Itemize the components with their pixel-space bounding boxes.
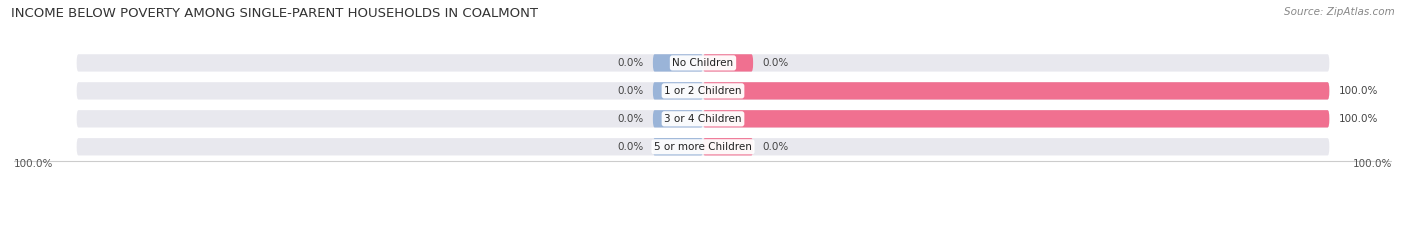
- Text: 0.0%: 0.0%: [617, 58, 644, 68]
- FancyBboxPatch shape: [652, 82, 703, 99]
- Text: 0.0%: 0.0%: [762, 58, 789, 68]
- Text: 3 or 4 Children: 3 or 4 Children: [664, 114, 742, 124]
- FancyBboxPatch shape: [77, 138, 1329, 155]
- Text: 100.0%: 100.0%: [1339, 86, 1378, 96]
- FancyBboxPatch shape: [77, 110, 1329, 127]
- Text: 0.0%: 0.0%: [762, 142, 789, 152]
- Text: 100.0%: 100.0%: [14, 159, 53, 169]
- Text: 0.0%: 0.0%: [617, 86, 644, 96]
- Text: No Children: No Children: [672, 58, 734, 68]
- FancyBboxPatch shape: [703, 110, 1329, 127]
- Text: 0.0%: 0.0%: [617, 142, 644, 152]
- FancyBboxPatch shape: [77, 54, 1329, 72]
- Text: 1 or 2 Children: 1 or 2 Children: [664, 86, 742, 96]
- FancyBboxPatch shape: [652, 54, 703, 72]
- Text: 5 or more Children: 5 or more Children: [654, 142, 752, 152]
- FancyBboxPatch shape: [703, 82, 1329, 99]
- FancyBboxPatch shape: [703, 138, 754, 155]
- Text: INCOME BELOW POVERTY AMONG SINGLE-PARENT HOUSEHOLDS IN COALMONT: INCOME BELOW POVERTY AMONG SINGLE-PARENT…: [11, 7, 538, 20]
- FancyBboxPatch shape: [652, 138, 703, 155]
- FancyBboxPatch shape: [77, 82, 1329, 99]
- FancyBboxPatch shape: [652, 110, 703, 127]
- Text: 100.0%: 100.0%: [1339, 114, 1378, 124]
- Text: Source: ZipAtlas.com: Source: ZipAtlas.com: [1284, 7, 1395, 17]
- Text: 0.0%: 0.0%: [617, 114, 644, 124]
- FancyBboxPatch shape: [703, 54, 754, 72]
- Text: 100.0%: 100.0%: [1353, 159, 1392, 169]
